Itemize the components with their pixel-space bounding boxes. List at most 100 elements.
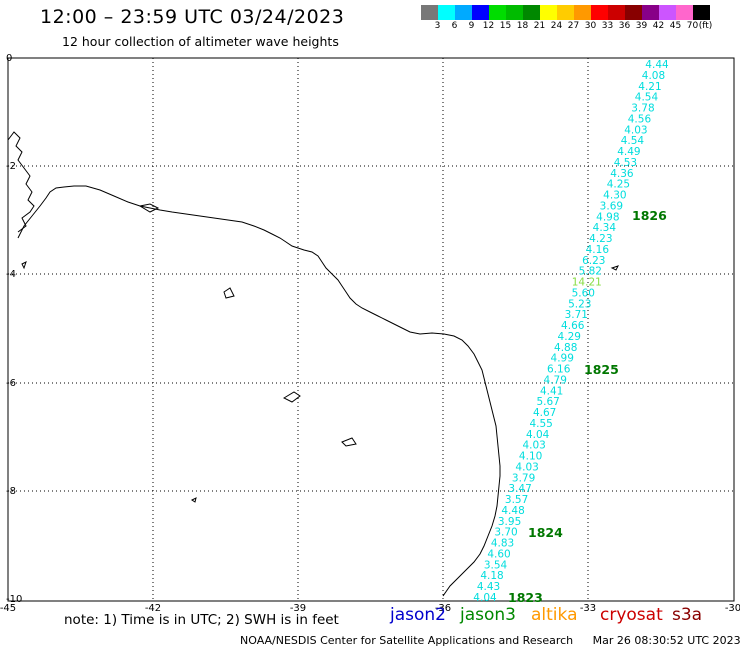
y-tick-label: 0	[6, 53, 12, 64]
island-6	[21, 261, 27, 270]
wave-height-value: 4.54	[635, 92, 659, 104]
wave-height-value: 4.56	[628, 113, 652, 125]
wave-height-value: 4.79	[544, 374, 567, 386]
island-4	[341, 437, 357, 447]
wave-height-value: 4.99	[551, 353, 574, 365]
satellite-track-values: 4.444.084.214.543.784.564.034.544.494.53…	[473, 59, 669, 604]
colorbar-swatch	[455, 5, 472, 20]
satellite-legend-jason2: jason2	[390, 605, 446, 625]
wave-height-value: 4.08	[642, 70, 665, 82]
island-3	[282, 391, 301, 403]
colorbar-label: 42	[652, 21, 665, 31]
x-tick-label: -42	[145, 603, 161, 614]
colorbar-label: 15	[499, 21, 512, 31]
footer-time: Mar 26 08:30:52 UTC 2023	[592, 634, 740, 647]
wave-height-value: 5.82	[579, 266, 602, 278]
footer: NOAA/NESDIS Center for Satellite Applica…	[240, 634, 740, 647]
island-1	[138, 203, 160, 213]
wave-height-value: 4.48	[501, 505, 524, 517]
x-tick-label: -33	[580, 603, 596, 614]
wave-height-value: 4.25	[607, 179, 630, 191]
wave-height-value: 4.83	[491, 538, 514, 550]
wave-height-value: 4.88	[554, 342, 577, 354]
wave-height-value: 5.67	[536, 396, 559, 408]
colorbar-label: 36	[618, 21, 631, 31]
wave-height-value: 5.60	[572, 287, 595, 299]
colorbar-swatch	[472, 5, 489, 20]
wave-height-value: 3.69	[600, 200, 623, 212]
wave-height-value: 4.04	[473, 592, 497, 604]
colorbar-swatch	[625, 5, 642, 20]
wave-height-value: 4.41	[540, 385, 563, 397]
colorbar-label: 39	[635, 21, 648, 31]
colorbar-swatch	[540, 5, 557, 20]
wave-height-value: 4.98	[596, 211, 619, 223]
wave-height-colorbar	[421, 5, 710, 20]
colorbar-swatch	[489, 5, 506, 20]
y-tick-label: -10	[6, 594, 22, 605]
satellite-track-times: 1826 1825 1824 1823	[508, 208, 667, 605]
colorbar-label: 12	[482, 21, 495, 31]
wave-height-value: 4.18	[480, 570, 503, 582]
time-label: 1824	[528, 525, 563, 540]
wave-height-value: 3.95	[498, 516, 521, 528]
colorbar-label: 30	[584, 21, 597, 31]
colorbar-swatch	[574, 5, 591, 20]
footer-source: NOAA/NESDIS Center for Satellite Applica…	[240, 634, 574, 647]
colorbar-label: 6	[451, 21, 458, 31]
wave-height-value: 4.29	[558, 331, 581, 343]
colorbar-swatch	[676, 5, 693, 20]
colorbar-unit: (ft)	[698, 21, 713, 31]
wave-height-value: 4.21	[638, 81, 661, 93]
time-label: 1825	[584, 362, 619, 377]
y-tick-label: -4	[6, 269, 16, 280]
colorbar-swatch	[557, 5, 574, 20]
wave-height-value: 4.03	[624, 124, 647, 136]
time-label: 1823	[508, 590, 543, 605]
colorbar-swatch	[523, 5, 540, 20]
wave-height-value: 6.16	[547, 364, 571, 376]
satellite-legend-altika: altika	[531, 605, 578, 625]
note-text: note: 1) Time is in UTC; 2) SWH is in fe…	[64, 612, 339, 628]
wave-height-value: 4.04	[526, 429, 550, 441]
colorbar-swatch	[591, 5, 608, 20]
brazil-coastline	[17, 185, 501, 597]
satellite-legend-cryosat: cryosat	[600, 605, 663, 625]
colorbar-label: 45	[669, 21, 682, 31]
wave-height-value: 6.23	[582, 255, 605, 267]
x-tick-label: -45	[0, 603, 16, 614]
wave-height-value: 4.30	[603, 190, 626, 202]
colorbar-label: 33	[601, 21, 614, 31]
wave-height-value: 4.67	[533, 407, 556, 419]
wave-height-value: 4.66	[561, 320, 585, 332]
coastline-north-fragment	[7, 131, 35, 233]
colorbar-swatch	[693, 5, 710, 20]
map-frame	[7, 57, 735, 602]
wave-height-value: 4.16	[586, 244, 610, 256]
wave-height-value: 3.70	[494, 527, 517, 539]
x-tick-label: -30	[725, 603, 740, 614]
colorbar-swatch	[438, 5, 455, 20]
wave-height-value: 4.49	[617, 146, 640, 158]
satellite-legend-s3a: s3a	[672, 605, 703, 625]
coastline	[7, 131, 619, 597]
colorbar-label: 18	[516, 21, 529, 31]
colorbar-swatch	[642, 5, 659, 20]
colorbar-label: 27	[567, 21, 580, 31]
wave-height-value: 3.79	[512, 472, 535, 484]
island-2	[223, 287, 235, 299]
wave-height-value: 14.21	[572, 277, 602, 289]
wave-height-value: 5.23	[568, 298, 591, 310]
colorbar-swatch	[506, 5, 523, 20]
colorbar-label: 9	[468, 21, 475, 31]
y-tick-label: -6	[6, 378, 16, 389]
satellite-legend-jason3: jason3	[460, 605, 516, 625]
colorbar-swatch	[608, 5, 625, 20]
map-subtitle: 12 hour collection of altimeter wave hei…	[62, 34, 339, 49]
wave-height-value: 3.54	[484, 559, 508, 571]
time-label: 1826	[632, 208, 667, 223]
map-title: 12:00 – 23:59 UTC 03/24/2023	[40, 6, 345, 28]
wave-height-value: 3.57	[505, 494, 528, 506]
